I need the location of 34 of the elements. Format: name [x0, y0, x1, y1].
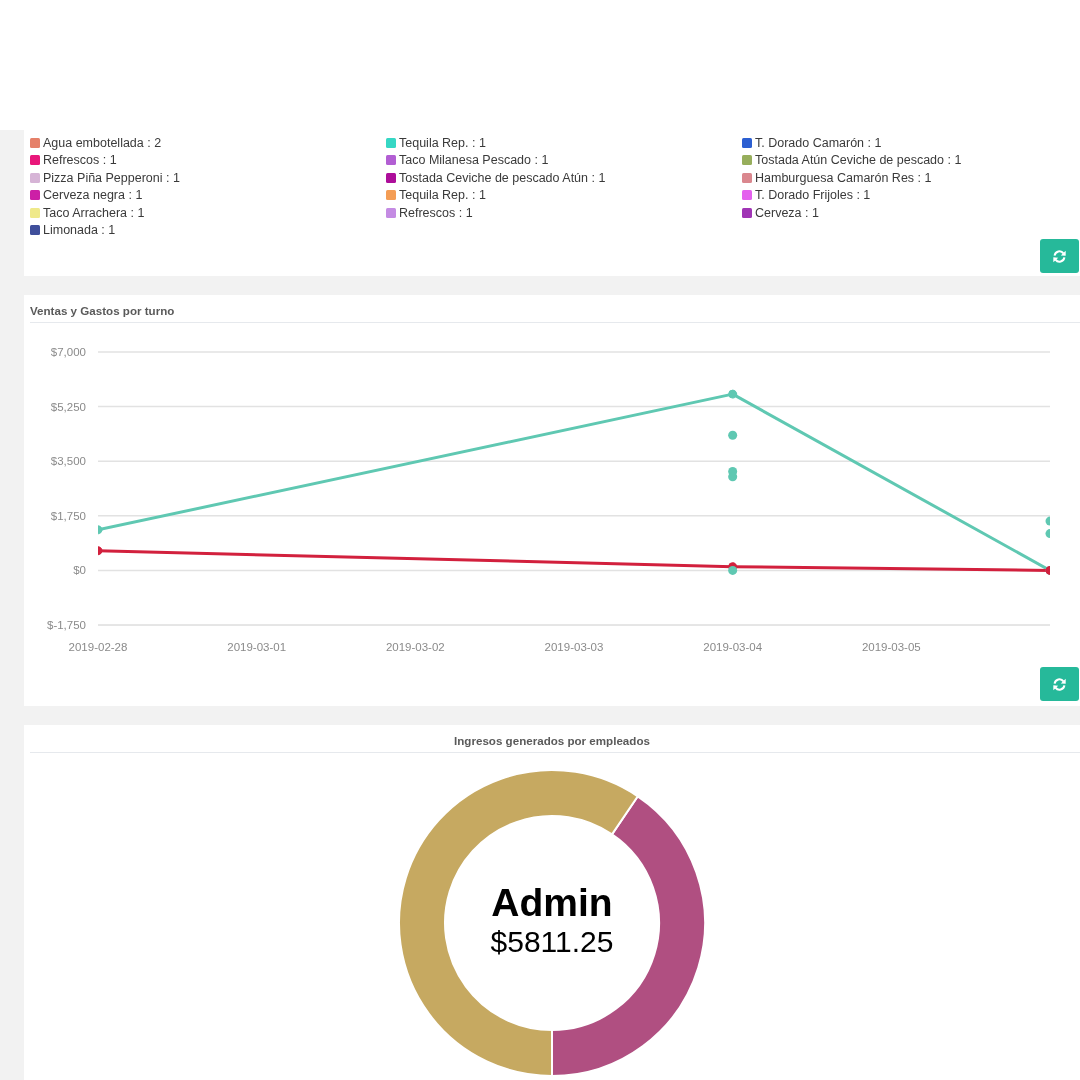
text: Pizza Piña Pepperoni : 1 [43, 170, 180, 185]
y-tick-label: $1,750 [50, 509, 86, 522]
x-tick-label: 2019-02-28 [68, 641, 128, 654]
y-tick-label: $7,000 [50, 346, 86, 359]
text: T. Dorado Camarón : 1 [755, 135, 882, 150]
text: T. Dorado Frijoles : 1 [755, 188, 871, 203]
text: Cerveza : 1 [755, 205, 819, 220]
text: Tequila Rep. : 1 [399, 188, 486, 203]
y-tick-label: $3,500 [50, 455, 86, 468]
chart-title: Ingresos generados por empleados [453, 733, 651, 749]
y-tick-label: $5,250 [50, 400, 86, 413]
point [728, 472, 738, 482]
text: Hamburguesa Camarón Res : 1 [755, 170, 932, 185]
text: Tequila Rep. : 1 [399, 135, 486, 150]
text: Cerveza negra : 1 [43, 188, 143, 203]
y-tick-label: $-1,750 [46, 619, 86, 632]
x-tick-label: 2019-03-05 [861, 641, 921, 654]
chart-title: Ventas y Gastos por turno [30, 303, 175, 319]
slice-label: Admin [490, 880, 614, 926]
x-tick-label: 2019-03-02 [385, 641, 445, 654]
text: Limonada : 1 [43, 223, 116, 238]
text: Taco Milanesa Pescado : 1 [399, 153, 549, 168]
data-label: $5811.25 [489, 924, 615, 960]
text: Agua embotellada : 2 [43, 135, 162, 150]
y-tick-label: $0 [73, 564, 86, 577]
text: Tostada Atún Ceviche de pescado : 1 [755, 153, 962, 168]
x-tick-label: 2019-03-01 [227, 641, 287, 654]
text: Refrescos : 1 [43, 153, 117, 168]
x-tick-label: 2019-03-04 [703, 641, 763, 654]
text: Tostada Ceviche de pescado Atún : 1 [399, 170, 606, 185]
point [728, 430, 738, 440]
text: Taco Arrachera : 1 [43, 205, 145, 220]
x-tick-label: 2019-03-03 [544, 641, 604, 654]
text: Refrescos : 1 [399, 205, 473, 220]
